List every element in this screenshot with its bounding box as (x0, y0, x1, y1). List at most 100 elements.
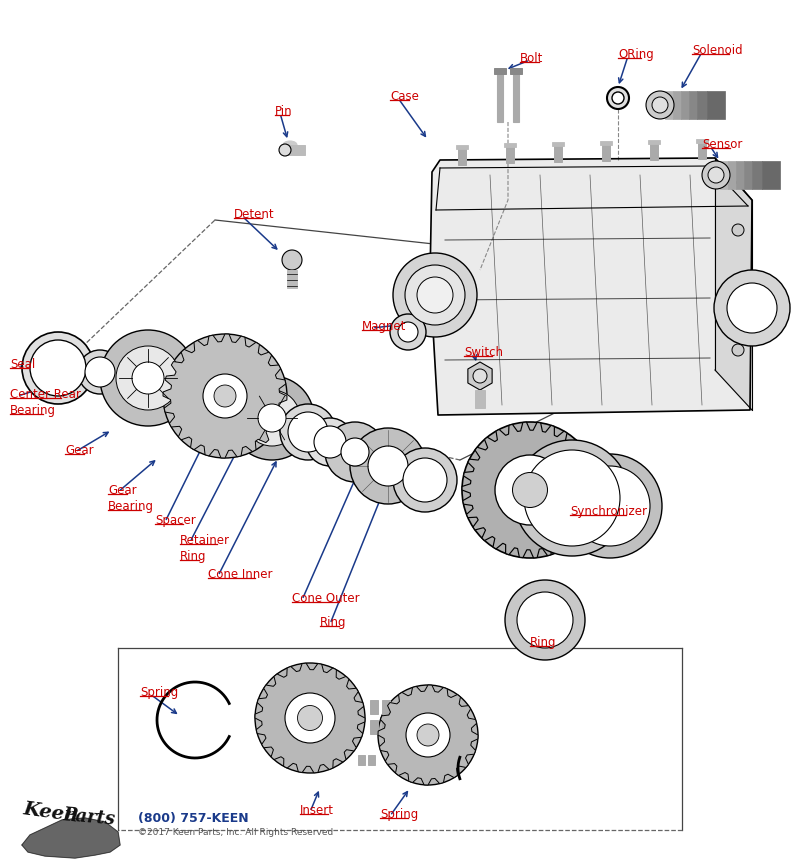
Circle shape (282, 250, 302, 270)
Polygon shape (163, 334, 287, 458)
Circle shape (230, 376, 314, 460)
Circle shape (612, 92, 624, 104)
Circle shape (350, 428, 426, 504)
Bar (707, 91, 725, 119)
Text: Spring: Spring (140, 686, 178, 699)
Circle shape (558, 454, 662, 558)
Polygon shape (378, 685, 478, 785)
Bar (665, 91, 673, 119)
Circle shape (727, 283, 777, 333)
Text: Center Rear: Center Rear (10, 388, 81, 401)
Circle shape (132, 362, 164, 394)
Circle shape (417, 724, 439, 746)
Text: Case: Case (390, 90, 419, 103)
Bar (287, 270, 297, 288)
Circle shape (708, 167, 724, 183)
Circle shape (279, 144, 291, 156)
Circle shape (258, 404, 286, 432)
Bar (368, 755, 375, 765)
Circle shape (390, 314, 426, 350)
Polygon shape (715, 158, 752, 410)
Bar (728, 161, 736, 189)
Text: Pin: Pin (275, 105, 293, 118)
Bar (697, 91, 707, 119)
Bar (736, 161, 744, 189)
Circle shape (298, 706, 322, 730)
Bar (648, 140, 660, 144)
Bar (554, 144, 562, 162)
Bar (744, 161, 752, 189)
Circle shape (517, 592, 573, 648)
Bar (689, 91, 697, 119)
Bar (456, 145, 468, 149)
Circle shape (325, 422, 385, 482)
Circle shape (702, 161, 730, 189)
Circle shape (505, 580, 585, 660)
Bar (506, 145, 514, 163)
Circle shape (285, 693, 335, 743)
Circle shape (417, 277, 453, 313)
Bar (720, 161, 728, 189)
Circle shape (403, 458, 447, 502)
Circle shape (368, 446, 408, 486)
Bar (382, 720, 390, 734)
Circle shape (78, 350, 122, 394)
Text: Switch: Switch (464, 346, 503, 359)
Text: ©2017 Keen Parts, Inc. All Rights Reserved: ©2017 Keen Parts, Inc. All Rights Reserv… (138, 828, 334, 837)
Bar (552, 142, 564, 146)
Text: Spacer: Spacer (155, 514, 196, 527)
Bar (696, 139, 708, 143)
Circle shape (514, 440, 630, 556)
Circle shape (22, 332, 94, 404)
Circle shape (378, 685, 478, 785)
Bar (681, 91, 689, 119)
Text: ORing: ORing (618, 48, 654, 61)
Circle shape (732, 344, 744, 356)
Circle shape (244, 390, 300, 446)
Circle shape (607, 87, 629, 109)
Text: Synchronizer: Synchronizer (570, 505, 647, 518)
Circle shape (116, 346, 180, 410)
Bar (358, 755, 365, 765)
Text: Insert: Insert (300, 804, 334, 817)
Bar (370, 700, 378, 714)
Circle shape (255, 663, 365, 773)
Circle shape (314, 426, 346, 458)
Text: Bearing: Bearing (108, 500, 154, 513)
Circle shape (288, 412, 328, 452)
Circle shape (646, 91, 674, 119)
Text: Detent: Detent (234, 208, 274, 221)
Text: Solenoid: Solenoid (692, 44, 742, 57)
Bar (673, 91, 681, 119)
Polygon shape (430, 158, 752, 415)
Bar (370, 720, 378, 734)
Bar (382, 700, 390, 714)
Bar (698, 141, 706, 159)
Text: Seal: Seal (10, 358, 35, 371)
Circle shape (203, 374, 247, 418)
Circle shape (732, 284, 744, 296)
Circle shape (100, 330, 196, 426)
Circle shape (85, 357, 115, 387)
Text: Gear: Gear (65, 444, 94, 457)
Circle shape (732, 224, 744, 236)
Text: Spring: Spring (380, 808, 418, 821)
Bar (504, 143, 516, 147)
Bar (600, 141, 612, 145)
Circle shape (341, 438, 369, 466)
Text: Sensor: Sensor (702, 138, 742, 151)
Polygon shape (468, 362, 492, 390)
Circle shape (462, 422, 598, 558)
Text: Keen: Keen (22, 800, 79, 825)
Circle shape (524, 450, 620, 546)
Text: Ring: Ring (180, 550, 206, 563)
Circle shape (513, 473, 547, 507)
Circle shape (570, 466, 650, 546)
Polygon shape (255, 664, 365, 773)
Bar (602, 143, 610, 161)
Circle shape (214, 385, 236, 407)
Bar (650, 142, 658, 160)
Text: Magnet: Magnet (362, 320, 406, 333)
Circle shape (714, 270, 790, 346)
Bar (510, 68, 522, 74)
